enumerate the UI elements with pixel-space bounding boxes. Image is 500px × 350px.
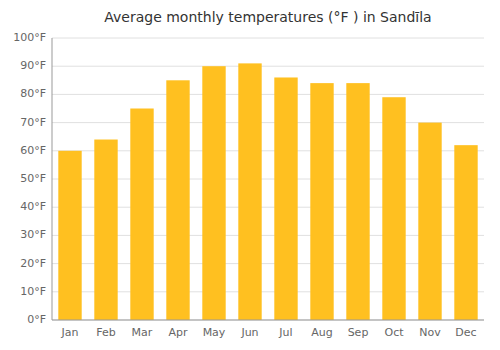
x-tick-label: Sep xyxy=(348,326,369,339)
x-tick-label: Feb xyxy=(96,326,115,339)
y-tick-label: 90°F xyxy=(20,59,46,72)
y-tick-label: 70°F xyxy=(20,116,46,129)
y-tick-label: 0°F xyxy=(27,313,46,326)
bar xyxy=(202,66,225,320)
y-tick-label: 20°F xyxy=(20,257,46,270)
y-grid xyxy=(52,38,484,320)
grid-line xyxy=(52,320,484,321)
x-axis-line xyxy=(52,320,484,321)
x-tick-label: May xyxy=(203,326,226,339)
bar xyxy=(346,83,369,320)
y-tick-label: 80°F xyxy=(20,87,46,100)
y-tick-label: 60°F xyxy=(20,144,46,157)
bar xyxy=(274,77,297,320)
y-tick-label: 40°F xyxy=(20,200,46,213)
x-tick-label: Jul xyxy=(278,326,292,339)
x-tick-label: Mar xyxy=(132,326,153,339)
x-tick-labels: Jan Feb Mar Apr May Jun Jul Aug Sep Oct Nov Dec xyxy=(61,326,477,339)
x-tick-label: Nov xyxy=(419,326,441,339)
y-axis-line xyxy=(52,38,53,320)
y-tick-label: 100°F xyxy=(13,31,46,44)
bar xyxy=(310,83,333,320)
x-tick-label: Jan xyxy=(61,326,79,339)
bar xyxy=(382,97,405,320)
bar xyxy=(454,145,477,320)
grid-line xyxy=(52,66,484,67)
x-tick-label: Apr xyxy=(168,326,188,339)
x-tick-label: Oct xyxy=(384,326,404,339)
bars xyxy=(58,63,477,320)
x-tick-label: Dec xyxy=(455,326,476,339)
chart-title: Average monthly temperatures (°F ) in Sa… xyxy=(104,9,431,25)
bar xyxy=(166,80,189,320)
y-tick-label: 10°F xyxy=(20,285,46,298)
x-tick-label: Jun xyxy=(240,326,258,339)
bar xyxy=(130,109,153,321)
chart-svg: Average monthly temperatures (°F ) in Sa… xyxy=(0,0,500,350)
grid-line xyxy=(52,94,484,95)
bar xyxy=(58,151,81,320)
y-tick-labels: 0°F 10°F 20°F 30°F 40°F 50°F 60°F 70°F 80°F 90°F 1… xyxy=(13,31,46,326)
bar xyxy=(94,140,117,320)
grid-line xyxy=(52,38,484,39)
y-tick-label: 50°F xyxy=(20,172,46,185)
bar xyxy=(238,63,261,320)
y-tick-label: 30°F xyxy=(20,228,46,241)
chart-container: Average monthly temperatures (°F ) in Sa… xyxy=(0,0,500,350)
bar xyxy=(418,123,441,320)
x-tick-label: Aug xyxy=(311,326,332,339)
